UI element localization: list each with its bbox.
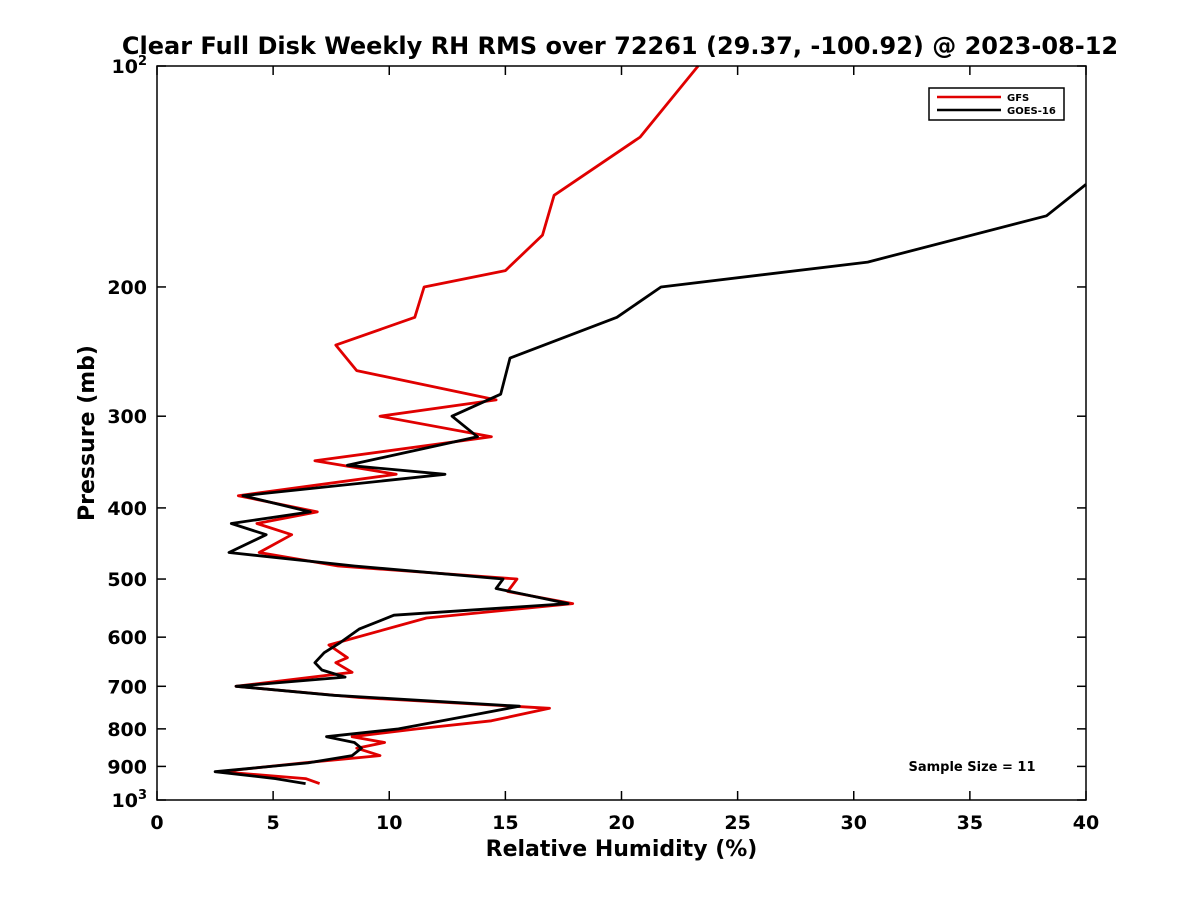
x-tick-label: 20 xyxy=(608,812,634,834)
x-tick-label: 25 xyxy=(724,812,750,834)
x-tick-label: 15 xyxy=(492,812,518,834)
series-lines xyxy=(213,65,1087,785)
y-tick-label: 600 xyxy=(107,627,147,649)
y-axis-ticks: 102 200 300 400 500 600 700 800 900 103 xyxy=(107,54,1086,812)
y-tick-label: 200 xyxy=(107,277,147,299)
x-tick-label: 0 xyxy=(150,812,163,834)
x-axis-label: Relative Humidity (%) xyxy=(486,837,758,862)
y-tick-label: 103 xyxy=(112,788,148,812)
series-line-gfs xyxy=(218,65,700,785)
x-tick-label: 40 xyxy=(1073,812,1099,834)
y-axis-label: Pressure (mb) xyxy=(75,345,100,521)
x-tick-label: 35 xyxy=(957,812,983,834)
plot-axes-box xyxy=(156,65,1087,801)
chart-title: Clear Full Disk Weekly RH RMS over 72261… xyxy=(122,32,1118,60)
sample-size-annotation: Sample Size = 11 xyxy=(908,760,1035,775)
y-tick-label: 700 xyxy=(107,676,147,698)
y-tick-label: 400 xyxy=(107,498,147,520)
x-tick-label: 30 xyxy=(841,812,867,834)
y-tick-label: 300 xyxy=(107,406,147,428)
x-tick-label: 5 xyxy=(267,812,280,834)
series-line-goes-16 xyxy=(213,183,1087,785)
y-tick-label: 500 xyxy=(107,569,147,591)
x-axis-ticks: 0 5 10 15 20 25 30 35 40 xyxy=(150,66,1099,834)
legend-label-gfs: GFS xyxy=(1007,93,1029,104)
legend: GFS GOES-16 xyxy=(928,87,1065,121)
y-tick-label: 900 xyxy=(107,756,147,778)
x-tick-label: 10 xyxy=(376,812,402,834)
legend-box xyxy=(928,87,1065,121)
y-tick-label: 102 xyxy=(112,54,148,78)
y-tick-label: 800 xyxy=(107,719,147,741)
legend-label-goes-16: GOES-16 xyxy=(1007,106,1056,117)
